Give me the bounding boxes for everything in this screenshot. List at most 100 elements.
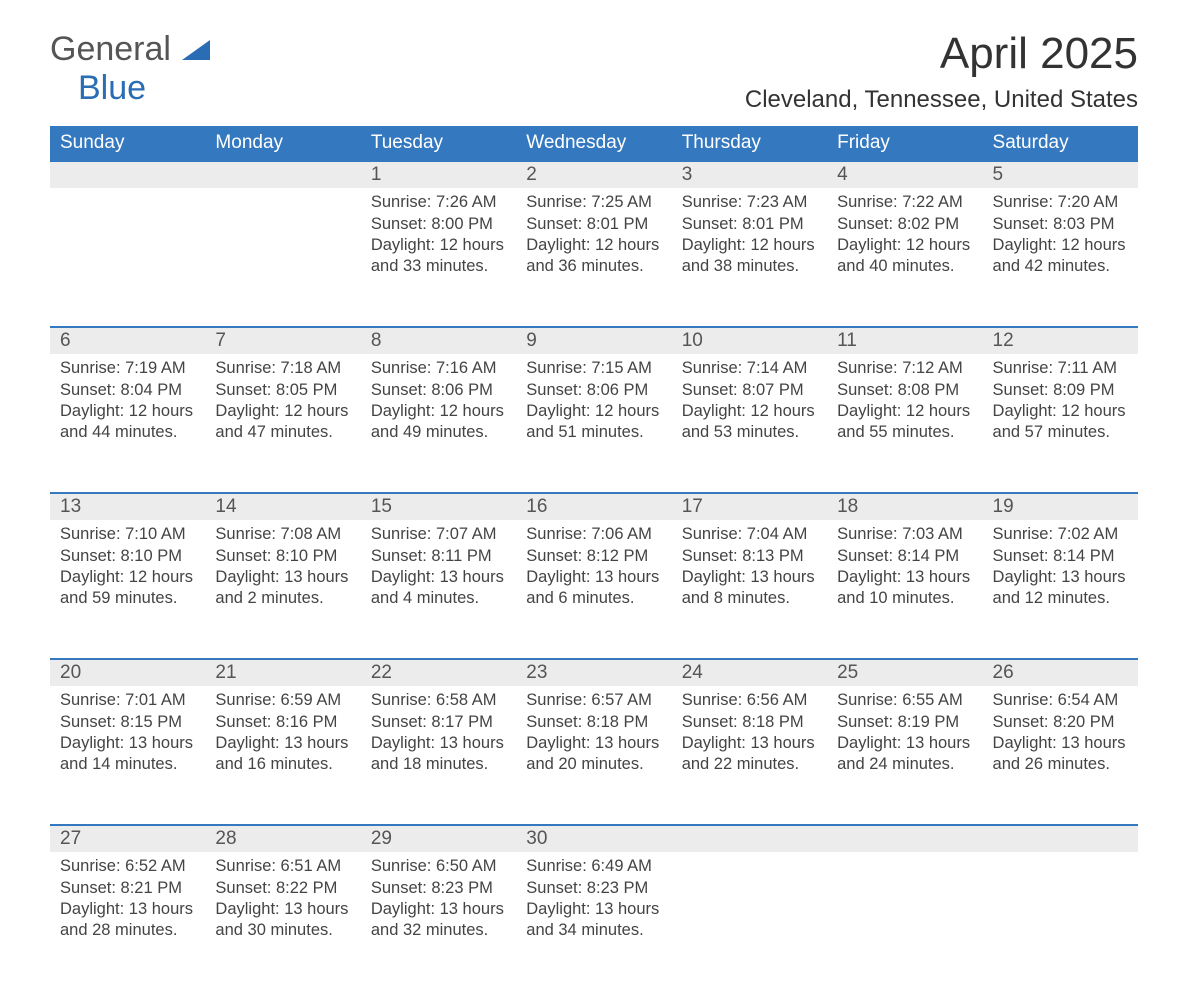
daylight-text: Daylight: 13 hours and 30 minutes. [215,899,350,941]
cell-body [672,852,827,862]
sunrise-text: Sunrise: 6:59 AM [215,690,350,711]
sunset-text: Sunset: 8:06 PM [371,380,506,401]
sunset-text: Sunset: 8:09 PM [993,380,1128,401]
calendar-cell: Sunrise: 6:54 AMSunset: 8:20 PMDaylight:… [983,686,1138,806]
daylight-text: Daylight: 13 hours and 26 minutes. [993,733,1128,775]
day-number: 5 [983,162,1138,188]
calendar-cell: Sunrise: 6:59 AMSunset: 8:16 PMDaylight:… [205,686,360,806]
sunrise-text: Sunrise: 7:12 AM [837,358,972,379]
sunrise-text: Sunrise: 7:08 AM [215,524,350,545]
dow-friday: Friday [827,126,982,162]
day-number [983,826,1138,852]
sunrise-text: Sunrise: 7:25 AM [526,192,661,213]
daylight-text: Daylight: 12 hours and 59 minutes. [60,567,195,609]
sunrise-text: Sunrise: 7:10 AM [60,524,195,545]
sunrise-text: Sunrise: 6:55 AM [837,690,972,711]
location-text: Cleveland, Tennessee, United States [745,86,1138,114]
sunrise-text: Sunrise: 7:26 AM [371,192,506,213]
calendar-cell: Sunrise: 7:04 AMSunset: 8:13 PMDaylight:… [672,520,827,640]
month-title: April 2025 [745,30,1138,78]
daynum-row: 12345 [50,162,1138,188]
sunrise-text: Sunrise: 7:07 AM [371,524,506,545]
dow-thursday: Thursday [672,126,827,162]
calendar-cell [827,852,982,972]
calendar-cell [205,188,360,308]
daylight-text: Daylight: 13 hours and 34 minutes. [526,899,661,941]
daylight-text: Daylight: 13 hours and 16 minutes. [215,733,350,775]
day-number: 23 [516,660,671,686]
daynum-row: 27282930 [50,824,1138,852]
cell-body: Sunrise: 6:51 AMSunset: 8:22 PMDaylight:… [205,852,360,946]
logo-flag-icon [182,30,210,50]
daylight-text: Daylight: 13 hours and 22 minutes. [682,733,817,775]
day-number: 20 [50,660,205,686]
day-number: 6 [50,328,205,354]
calendar-cell: Sunrise: 6:50 AMSunset: 8:23 PMDaylight:… [361,852,516,972]
sunrise-text: Sunrise: 7:01 AM [60,690,195,711]
sunrise-text: Sunrise: 6:50 AM [371,856,506,877]
sunrise-text: Sunrise: 6:51 AM [215,856,350,877]
sunset-text: Sunset: 8:19 PM [837,712,972,733]
cell-body: Sunrise: 7:15 AMSunset: 8:06 PMDaylight:… [516,354,671,448]
daylight-text: Daylight: 12 hours and 49 minutes. [371,401,506,443]
calendar-cell: Sunrise: 6:58 AMSunset: 8:17 PMDaylight:… [361,686,516,806]
calendar-cell: Sunrise: 7:03 AMSunset: 8:14 PMDaylight:… [827,520,982,640]
day-number: 8 [361,328,516,354]
cell-body: Sunrise: 7:16 AMSunset: 8:06 PMDaylight:… [361,354,516,448]
daylight-text: Daylight: 12 hours and 38 minutes. [682,235,817,277]
sunrise-text: Sunrise: 7:14 AM [682,358,817,379]
calendar-cell: Sunrise: 7:11 AMSunset: 8:09 PMDaylight:… [983,354,1138,474]
sunset-text: Sunset: 8:06 PM [526,380,661,401]
calendar-cell: Sunrise: 7:12 AMSunset: 8:08 PMDaylight:… [827,354,982,474]
cell-body: Sunrise: 6:58 AMSunset: 8:17 PMDaylight:… [361,686,516,780]
sunrise-text: Sunrise: 7:23 AM [682,192,817,213]
cell-body: Sunrise: 7:01 AMSunset: 8:15 PMDaylight:… [50,686,205,780]
logo-text-general: General [50,30,171,68]
dow-wednesday: Wednesday [516,126,671,162]
cell-body: Sunrise: 7:20 AMSunset: 8:03 PMDaylight:… [983,188,1138,282]
day-number: 1 [361,162,516,188]
day-number [827,826,982,852]
sunset-text: Sunset: 8:01 PM [526,214,661,235]
sunrise-text: Sunrise: 6:56 AM [682,690,817,711]
sunset-text: Sunset: 8:11 PM [371,546,506,567]
daylight-text: Daylight: 13 hours and 12 minutes. [993,567,1128,609]
calendar-cell: Sunrise: 7:20 AMSunset: 8:03 PMDaylight:… [983,188,1138,308]
daylight-text: Daylight: 13 hours and 2 minutes. [215,567,350,609]
sunrise-text: Sunrise: 6:52 AM [60,856,195,877]
sunset-text: Sunset: 8:14 PM [993,546,1128,567]
day-of-week-header: Sunday Monday Tuesday Wednesday Thursday… [50,126,1138,162]
sunset-text: Sunset: 8:10 PM [215,546,350,567]
sunset-text: Sunset: 8:04 PM [60,380,195,401]
dow-saturday: Saturday [983,126,1138,162]
calendar-cell: Sunrise: 7:14 AMSunset: 8:07 PMDaylight:… [672,354,827,474]
week-row: Sunrise: 6:52 AMSunset: 8:21 PM Daylight:… [50,852,1138,972]
day-number: 3 [672,162,827,188]
day-number: 22 [361,660,516,686]
logo-text-blue: Blue [78,69,146,107]
cell-body [983,852,1138,862]
sunrise-text: Sunrise: 7:18 AM [215,358,350,379]
day-number: 28 [205,826,360,852]
day-number: 24 [672,660,827,686]
day-number: 7 [205,328,360,354]
day-number: 26 [983,660,1138,686]
daylight-text: Daylight: 13 hours and 18 minutes. [371,733,506,775]
calendar-cell: Sunrise: 7:25 AMSunset: 8:01 PMDaylight:… [516,188,671,308]
header: General Blue April 2025 Cleveland, Tenne… [50,30,1138,114]
cell-body: Sunrise: 7:08 AMSunset: 8:10 PMDaylight:… [205,520,360,614]
sunrise-text: Sunrise: 7:02 AM [993,524,1128,545]
cell-body: Sunrise: 6:55 AMSunset: 8:19 PMDaylight:… [827,686,982,780]
calendar-cell: Sunrise: 7:22 AMSunset: 8:02 PMDaylight:… [827,188,982,308]
day-number [672,826,827,852]
cell-body: Sunrise: 6:54 AMSunset: 8:20 PMDaylight:… [983,686,1138,780]
sunset-text: Sunset: 8:20 PM [993,712,1128,733]
sunset-text: Sunset: 8:23 PM [526,878,661,899]
sunset-text: Sunset: 8:21 PM [60,878,195,899]
calendar-cell: Sunrise: 7:08 AMSunset: 8:10 PMDaylight:… [205,520,360,640]
day-number: 10 [672,328,827,354]
cell-body: Sunrise: 7:18 AMSunset: 8:05 PMDaylight:… [205,354,360,448]
dow-monday: Monday [205,126,360,162]
calendar-cell: Sunrise: 7:26 AMSunset: 8:00 PMDaylight:… [361,188,516,308]
day-number: 13 [50,494,205,520]
